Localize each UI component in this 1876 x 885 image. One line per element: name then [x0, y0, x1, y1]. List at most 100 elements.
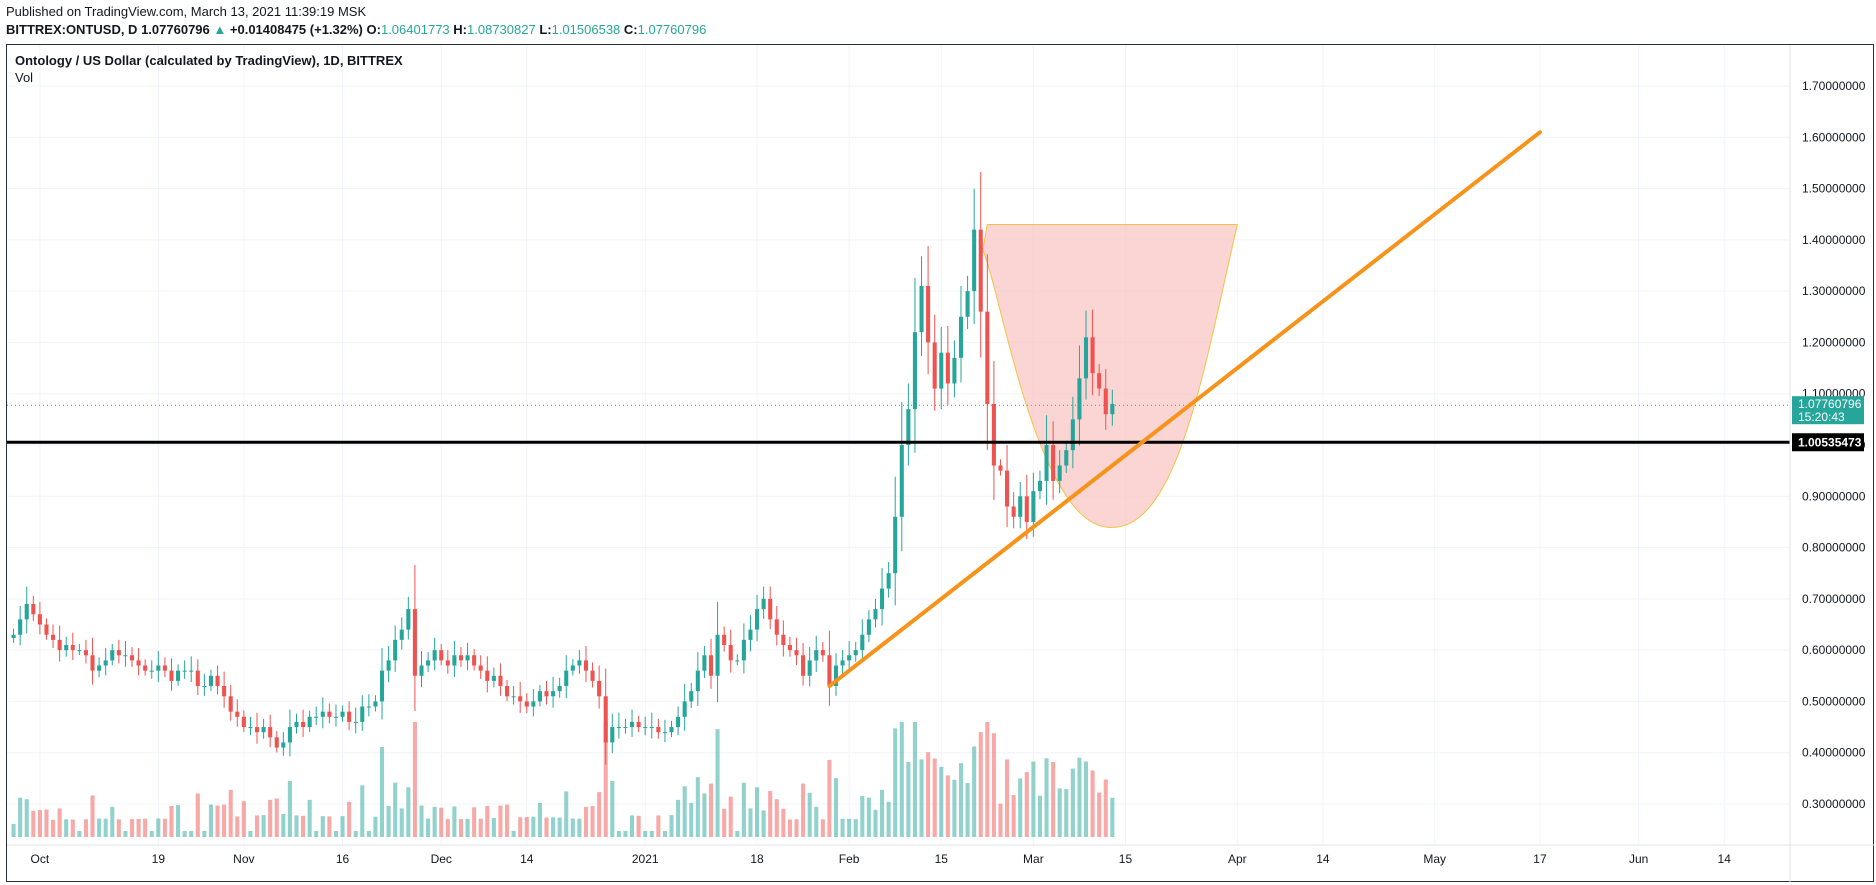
candle-body [564, 670, 569, 687]
volume-bar [136, 818, 141, 837]
volume-bar [353, 831, 358, 837]
volume-bar [985, 722, 990, 837]
y-tick-label: 0.70000000 [1802, 592, 1866, 606]
volume-bar [347, 801, 352, 837]
candle-body [353, 721, 358, 723]
cup-shape[interactable] [982, 223, 1238, 528]
candle-body [1057, 465, 1062, 481]
volume-bar [1018, 778, 1023, 837]
volume-bar [807, 792, 812, 837]
candle-body [465, 655, 470, 661]
volume-bar [649, 831, 654, 837]
candle-body [728, 645, 733, 661]
candle-body [439, 650, 444, 661]
x-tick-label: 18 [750, 852, 764, 866]
volume-bar [952, 779, 957, 837]
volume-bar [445, 818, 450, 837]
candle-body [649, 727, 654, 729]
chart-frame[interactable] [6, 44, 1874, 882]
candle-body [603, 696, 608, 743]
volume-bar [504, 804, 510, 837]
volume-bar [781, 808, 786, 837]
volume-bar [485, 806, 490, 837]
candle-body [708, 655, 714, 676]
candle-body [886, 573, 891, 589]
volume-bar [656, 815, 661, 837]
candle-body [557, 686, 562, 692]
volume-bar [1070, 768, 1075, 837]
volume-bar [281, 813, 286, 837]
candle-body [452, 655, 457, 666]
volume-bar [919, 759, 924, 837]
drawings[interactable] [7, 130, 1790, 689]
candle-body [445, 660, 450, 666]
candle-body [978, 229, 983, 312]
y-tick-label: 1.20000000 [1802, 335, 1866, 349]
volume-legend: Vol [15, 70, 34, 85]
volume-bar [998, 803, 1003, 837]
candle-body [577, 660, 582, 666]
volume-bar [774, 799, 779, 837]
candle-body [491, 675, 496, 681]
volume-bar [544, 817, 549, 837]
candle-body [656, 727, 661, 733]
volume-bar [320, 816, 325, 837]
candle-body [314, 716, 319, 718]
volume-bar [83, 819, 88, 837]
volume-bar [241, 801, 246, 837]
x-tick-label: 15 [935, 852, 949, 866]
volume-bar [893, 728, 898, 837]
candle-body [360, 706, 365, 722]
candle-body [110, 650, 115, 661]
close-value: 1.07760796 [637, 22, 707, 37]
candle-body [919, 286, 924, 333]
volume-bar [129, 819, 135, 837]
volume-bar [379, 747, 385, 837]
candle-body [399, 629, 404, 640]
candle-body [432, 650, 437, 661]
candle-body [958, 316, 964, 358]
x-tick-label: 17 [1533, 852, 1547, 866]
candle-body [478, 665, 483, 671]
volume-bar [557, 817, 562, 837]
volume-bar [524, 817, 529, 837]
volume-bar [143, 818, 148, 837]
volume-bar [452, 806, 457, 837]
candle-body [531, 701, 536, 707]
volume-bar [886, 801, 891, 837]
candle-body [51, 634, 56, 640]
volume-bar [44, 809, 49, 837]
candle-body [268, 727, 273, 738]
volume-bar [853, 819, 858, 837]
candle-body [629, 721, 635, 728]
volume-bar [735, 831, 740, 837]
volume-bar [1083, 761, 1089, 837]
candle-body [735, 660, 740, 662]
volume-bar [629, 815, 635, 837]
volume-bar [820, 819, 825, 837]
candle-body [373, 701, 378, 707]
volume-bar [314, 831, 319, 837]
volume-bar [97, 818, 102, 837]
candle-body [1051, 445, 1056, 481]
candle-body [702, 655, 707, 671]
candle-body [880, 588, 885, 610]
candle-body [149, 670, 154, 672]
x-tick-label: 14 [1718, 852, 1732, 866]
candle-body [162, 665, 167, 671]
candle-body [347, 711, 352, 722]
candle-body [511, 696, 516, 698]
candle-body [235, 711, 240, 717]
close-label: C: [623, 22, 638, 37]
volume-bar [833, 778, 839, 837]
candle-body [741, 639, 746, 661]
volume-bar [222, 804, 227, 837]
volume-bar [176, 805, 181, 837]
volume-bar [202, 831, 207, 837]
open-label: O: [366, 22, 381, 37]
volume-bar [116, 819, 121, 837]
high-label: H: [453, 22, 467, 37]
candle-body [129, 655, 135, 661]
candle-body [932, 342, 937, 389]
